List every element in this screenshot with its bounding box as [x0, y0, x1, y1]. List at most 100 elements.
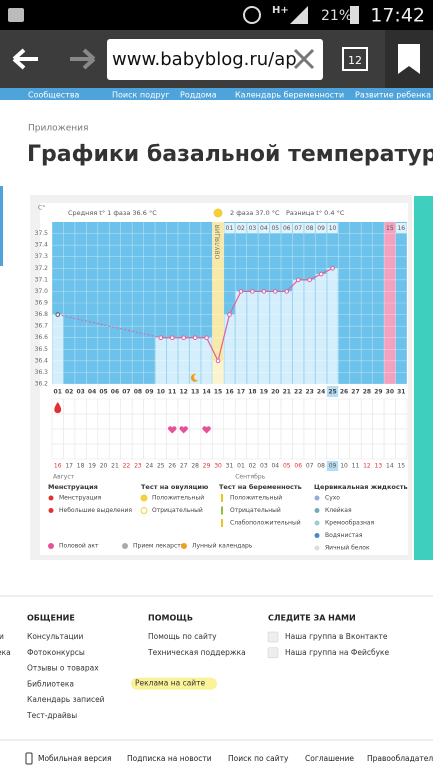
date-label: 18: [77, 463, 85, 470]
temperature-bar: [212, 360, 224, 384]
nav-link[interactable]: Сообщества: [28, 91, 80, 100]
temperature-bar: [327, 268, 338, 384]
footer-link[interactable]: Календарь записей: [27, 695, 105, 704]
nav-link[interactable]: Поиск подруг: [112, 91, 170, 100]
event-cell: [223, 443, 236, 460]
event-cell: [177, 413, 190, 430]
event-cell: [234, 443, 247, 460]
footer-link[interactable]: Тест-драйвы: [26, 711, 77, 720]
legend-icon: [48, 543, 54, 549]
x-tick-label: 07: [122, 389, 130, 396]
event-cell: [383, 413, 396, 430]
footer-heading: ОБЩЕНИЕ: [27, 614, 75, 623]
temperature-bar: [178, 337, 189, 384]
legend-icon: [314, 533, 320, 538]
event-cell: [143, 428, 156, 445]
event-cell: [326, 443, 339, 460]
temperature-bar: [224, 314, 235, 384]
event-cell: [108, 428, 122, 445]
temperature-point: [318, 271, 324, 277]
event-cell: [257, 443, 270, 460]
footer-link[interactable]: и: [0, 632, 4, 641]
event-cell: [246, 413, 259, 430]
legend-icon: [221, 519, 223, 527]
y-tick-label: 36.6: [35, 334, 49, 341]
x-tick-label: 11: [168, 389, 176, 396]
event-cell: [223, 428, 236, 445]
footer-link[interactable]: Наша группа в Вконтакте: [285, 632, 388, 641]
event-cell: [86, 398, 99, 415]
legend-item: Отрицательный: [152, 507, 203, 514]
day-cell: [247, 223, 258, 233]
plot-header: [52, 205, 407, 222]
legend-item: Сухо: [325, 495, 340, 502]
nav-link[interactable]: Роддома: [180, 91, 217, 100]
temperature-point: [192, 335, 198, 341]
event-cell: [246, 443, 259, 460]
event-cell: [200, 413, 213, 430]
x-tick-label: 04: [88, 389, 96, 396]
temperature-bar: [315, 274, 327, 384]
x-tick-label: 26: [340, 389, 348, 396]
phase2-day: 10: [329, 225, 337, 232]
event-cell: [223, 398, 236, 415]
temperature-bar: [52, 314, 63, 384]
date-label: 03: [260, 463, 268, 470]
nav-link[interactable]: Развитие ребенка: [355, 91, 431, 100]
ovulation-marker: [213, 208, 223, 218]
breadcrumb[interactable]: Приложения: [28, 124, 88, 134]
y-tick-label: 37.5: [35, 230, 49, 237]
temperature-point: [215, 358, 221, 364]
footer-link[interactable]: Библиотека: [27, 679, 74, 688]
footer-heading: ПОМОЩЬ: [148, 614, 193, 623]
footer-link[interactable]: Фотоконкурсы: [27, 648, 85, 657]
event-cell: [349, 443, 362, 460]
day-cell: [384, 223, 396, 233]
footer-link[interactable]: Консультации: [27, 632, 84, 641]
event-cell: [246, 398, 259, 415]
nav-link[interactable]: Календарь беременности: [235, 91, 344, 100]
date-label: 01: [237, 463, 245, 470]
date-label: 04: [271, 463, 279, 470]
footer-bottom-link[interactable]: Соглашение: [305, 754, 354, 763]
footer-link[interactable]: Помощь по сайту: [148, 632, 217, 641]
footer-link[interactable]: ека: [0, 648, 11, 657]
url-field[interactable]: [107, 39, 323, 80]
legend-icon: [221, 506, 223, 515]
footer-link[interactable]: Реклама на сайте: [135, 679, 206, 688]
event-cell: [349, 413, 362, 430]
phase2-day: 06: [283, 225, 291, 232]
event-cell: [212, 428, 225, 445]
event-cell: [177, 443, 190, 460]
event-cell: [143, 443, 156, 460]
temperature-bar: [189, 337, 201, 384]
date-label: 20: [100, 463, 108, 470]
event-cell: [269, 443, 282, 460]
phase2-day: 15: [386, 225, 394, 232]
y-tick-label: 36.3: [35, 369, 49, 376]
temperature-point: [158, 335, 164, 341]
mobile-icon: [25, 752, 33, 765]
heart-icon: [179, 426, 188, 434]
phase2-day: 04: [260, 225, 268, 232]
back-button[interactable]: [12, 48, 38, 70]
event-cell: [292, 398, 305, 415]
date-label: 29: [203, 463, 211, 470]
footer-bottom-link[interactable]: Поиск по сайту: [228, 754, 289, 763]
footer-link[interactable]: Отзывы о товарах: [27, 664, 99, 673]
clear-button[interactable]: [293, 48, 315, 70]
footer-bottom-link[interactable]: Правообладателя: [367, 754, 433, 763]
footer-bottom-link[interactable]: Мобильная версия: [38, 754, 111, 763]
footer-link[interactable]: Наша группа на Фейсбуке: [285, 648, 390, 657]
event-cell: [166, 413, 179, 430]
footer-link[interactable]: Техническая поддержка: [147, 648, 246, 657]
legend-icon: [314, 520, 320, 526]
forward-button[interactable]: [70, 48, 96, 70]
temperature-line: [160, 267, 333, 363]
footer-bottom-link[interactable]: Подписка на новости: [127, 754, 212, 763]
event-cell: [395, 428, 408, 445]
tabs-button[interactable]: [342, 47, 368, 71]
event-cell: [349, 398, 362, 415]
x-tick-label: 09: [145, 389, 153, 396]
event-cell: [337, 443, 351, 460]
